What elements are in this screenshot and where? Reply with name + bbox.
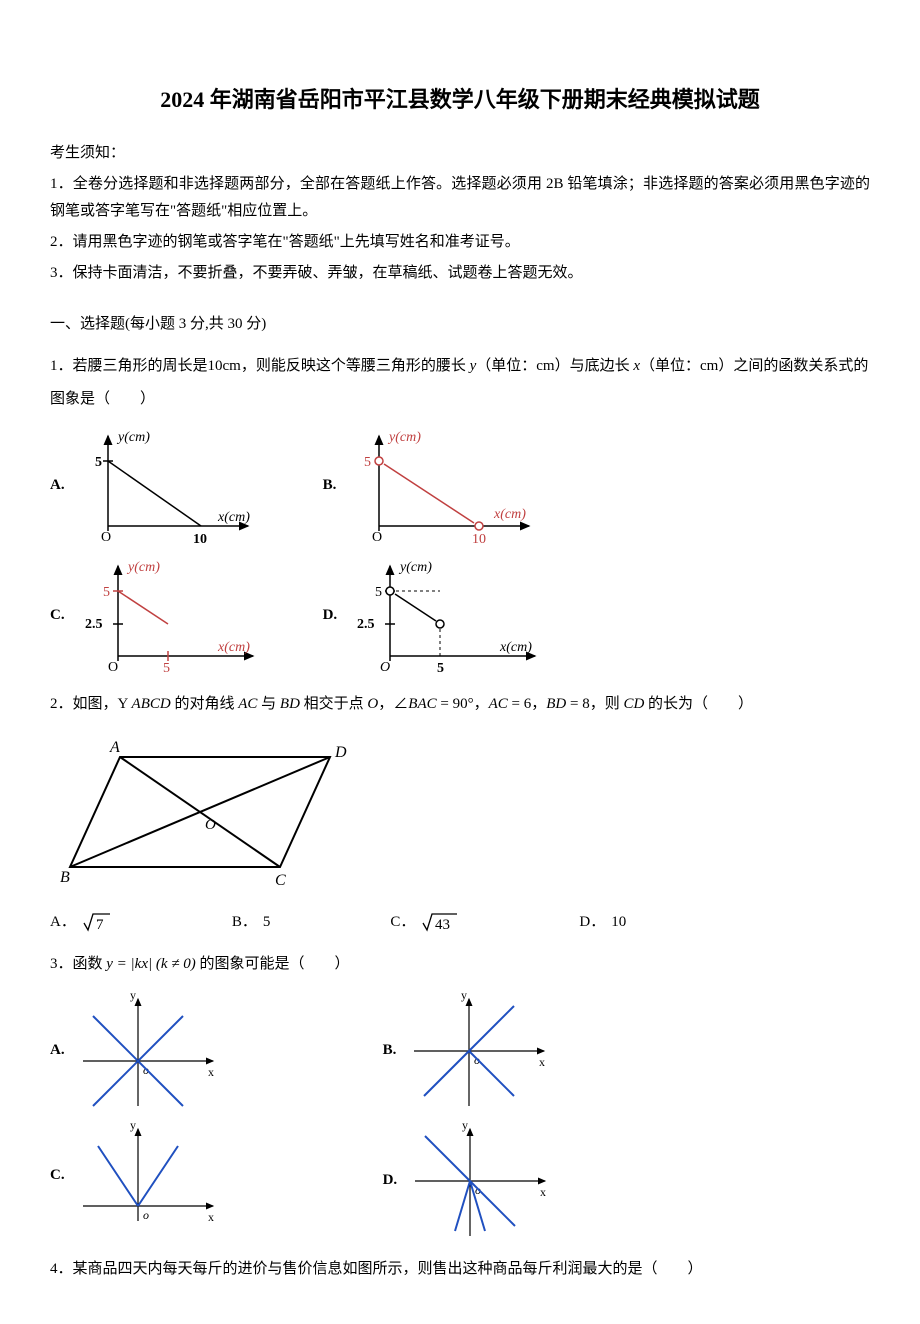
q3-chart-a: y x o — [73, 991, 223, 1111]
svg-text:A: A — [109, 739, 120, 756]
svg-text:O: O — [380, 660, 390, 675]
q3-option-c: C. y x o — [50, 1121, 223, 1231]
q4-text: 4．某商品四天内每天每斤的进价与售价信息如图所示，则售出这种商品每斤利润最大的是… — [50, 1261, 703, 1277]
section-1-header: 一、选择题(每小题 3 分,共 30 分) — [50, 311, 870, 338]
svg-text:y(cm): y(cm) — [387, 430, 421, 445]
q2-text: 2．如图，Y ABCD 的对角线 AC 与 BD 相交于点 O，∠BAC = 9… — [50, 696, 753, 712]
svg-text:x(cm): x(cm) — [499, 640, 532, 655]
q1-text-prefix: 1．若腰三角形的周长是10cm，则能反映这个等腰三角形的腰长 — [50, 358, 470, 374]
svg-text:x: x — [208, 1210, 214, 1224]
svg-text:x(cm): x(cm) — [217, 640, 250, 655]
q1-options-row-1: A. O y(cm) x(cm) 5 10 B. O y(cm) x(cm) 5… — [50, 426, 870, 546]
q2-options: A． 7 B． 5 C． 43 D． 10 — [50, 909, 870, 936]
svg-text:5: 5 — [163, 661, 170, 676]
q1-x-var: x — [633, 358, 640, 374]
q3-chart-c: y x o — [73, 1121, 223, 1231]
q3-text-suffix: 的图象可能是（ ） — [196, 956, 350, 972]
q3-option-a: A. y x o — [50, 991, 223, 1111]
svg-text:D: D — [334, 744, 347, 761]
svg-text:5: 5 — [437, 661, 444, 676]
q2-opt-d-val: 10 — [611, 909, 626, 936]
q3-chart-b: y x o — [404, 991, 554, 1111]
q1-chart-d: O y(cm) x(cm) 5 2.5 5 — [345, 556, 545, 676]
sqrt-43-icon: 43 — [421, 911, 459, 933]
svg-text:43: 43 — [435, 917, 450, 933]
sqrt-7-icon: 7 — [82, 911, 112, 933]
svg-text:2.5: 2.5 — [357, 617, 375, 632]
q3-option-d-label: D. — [383, 1167, 398, 1194]
q1-option-d: D. O y(cm) x(cm) 5 2.5 5 — [323, 556, 546, 676]
notice-header: 考生须知： — [50, 140, 870, 167]
question-4: 4．某商品四天内每天每斤的进价与售价信息如图所示，则售出这种商品每斤利润最大的是… — [50, 1253, 870, 1286]
svg-text:y: y — [461, 991, 467, 1002]
svg-text:O: O — [101, 530, 111, 545]
q2-option-a: A． 7 — [50, 909, 112, 936]
svg-text:y: y — [130, 991, 136, 1002]
q1-chart-b: O y(cm) x(cm) 5 10 — [344, 426, 544, 546]
q1-option-a: A. O y(cm) x(cm) 5 10 — [50, 426, 263, 546]
q2-opt-c-label: C． — [390, 909, 415, 936]
svg-text:x: x — [540, 1185, 546, 1199]
q3-option-c-label: C. — [50, 1162, 65, 1189]
question-1: 1．若腰三角形的周长是10cm，则能反映这个等腰三角形的腰长 y（单位：cm）与… — [50, 350, 870, 416]
q3-chart-d: y x o — [405, 1121, 555, 1241]
q3-option-b-label: B. — [383, 1037, 397, 1064]
q2-opt-b-val: 5 — [263, 909, 271, 936]
svg-text:x: x — [539, 1055, 545, 1069]
svg-text:B: B — [60, 869, 70, 886]
question-3: 3．函数 y = |kx| (k ≠ 0) 的图象可能是（ ） — [50, 948, 870, 981]
notice-item-2: 2．请用黑色字迹的钢笔或答字笔在"答题纸"上先填写姓名和准考证号。 — [50, 229, 870, 256]
svg-text:C: C — [275, 872, 286, 887]
q2-option-c: C． 43 — [390, 909, 459, 936]
q2-opt-b-label: B． — [232, 909, 257, 936]
q2-figure: A D B C O — [50, 737, 870, 897]
q1-chart-a: O y(cm) x(cm) 5 10 — [73, 426, 263, 546]
notice-item-1: 1．全卷分选择题和非选择题两部分，全部在答题纸上作答。选择题必须用 2B 铅笔填… — [50, 171, 870, 225]
svg-text:10: 10 — [472, 532, 486, 546]
q3-eq: y = |kx| (k ≠ 0) — [106, 956, 195, 972]
q2-option-b: B． 5 — [232, 909, 271, 936]
q3-option-b: B. y x o — [383, 991, 555, 1111]
svg-text:x: x — [208, 1065, 214, 1079]
svg-text:2.5: 2.5 — [85, 617, 103, 632]
svg-text:O: O — [372, 530, 382, 545]
question-2: 2．如图，Y ABCD 的对角线 AC 与 BD 相交于点 O，∠BAC = 9… — [50, 688, 870, 721]
svg-text:O: O — [108, 660, 118, 675]
q2-opt-a-label: A． — [50, 909, 76, 936]
q3-options-row-1: A. y x o B. y x o — [50, 991, 870, 1111]
svg-text:5: 5 — [375, 585, 382, 600]
q3-text-prefix: 3．函数 — [50, 956, 106, 972]
svg-text:y(cm): y(cm) — [398, 560, 432, 575]
svg-text:7: 7 — [96, 917, 104, 933]
q1-options-row-2: C. O y(cm) x(cm) 5 2.5 5 D. O y(cm) x(cm… — [50, 556, 870, 676]
q1-option-c: C. O y(cm) x(cm) 5 2.5 5 — [50, 556, 263, 676]
svg-text:x(cm): x(cm) — [493, 507, 526, 522]
document-title: 2024 年湖南省岳阳市平江县数学八年级下册期末经典模拟试题 — [50, 80, 870, 120]
svg-text:5: 5 — [103, 585, 110, 600]
svg-text:10: 10 — [193, 532, 207, 546]
q3-options-row-2: C. y x o D. y x o — [50, 1121, 870, 1241]
notice-item-3: 3．保持卡面清洁，不要折叠，不要弄破、弄皱，在草稿纸、试题卷上答题无效。 — [50, 260, 870, 287]
q3-option-d: D. y x o — [383, 1121, 556, 1241]
svg-text:y(cm): y(cm) — [126, 560, 160, 575]
svg-text:o: o — [143, 1208, 149, 1222]
q1-chart-c: O y(cm) x(cm) 5 2.5 5 — [73, 556, 263, 676]
q1-option-d-label: D. — [323, 602, 338, 629]
svg-text:y: y — [462, 1121, 468, 1132]
svg-text:5: 5 — [95, 455, 102, 470]
q1-option-a-label: A. — [50, 472, 65, 499]
svg-text:x(cm): x(cm) — [217, 510, 250, 525]
svg-text:y: y — [130, 1121, 136, 1132]
q3-option-a-label: A. — [50, 1037, 65, 1064]
svg-text:y(cm): y(cm) — [116, 430, 150, 445]
svg-text:O: O — [205, 817, 216, 833]
q1-option-b: B. O y(cm) x(cm) 5 10 — [323, 426, 545, 546]
svg-text:5: 5 — [364, 455, 371, 470]
q2-option-d: D． 10 — [579, 909, 626, 936]
q2-opt-d-label: D． — [579, 909, 605, 936]
q1-option-c-label: C. — [50, 602, 65, 629]
q1-text-mid1: （单位：cm）与底边长 — [476, 358, 633, 374]
q1-option-b-label: B. — [323, 472, 337, 499]
